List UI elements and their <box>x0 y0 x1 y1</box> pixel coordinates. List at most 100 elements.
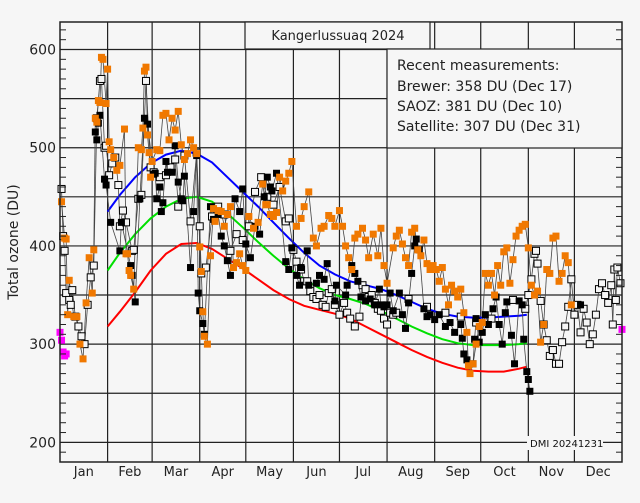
point-brewer <box>246 254 254 262</box>
point-brewer <box>332 281 340 289</box>
point-saoz <box>362 236 370 244</box>
point-brewer <box>431 316 439 324</box>
point-saoz <box>171 126 179 134</box>
point-saoz <box>162 109 170 117</box>
point-brewer <box>412 235 420 243</box>
connector-brewer <box>506 301 512 336</box>
point-saoz <box>441 285 449 293</box>
point-other-magenta <box>62 350 70 358</box>
point-brewer <box>312 279 320 287</box>
point-brewer <box>102 181 110 189</box>
point-saoz <box>487 269 495 277</box>
point-satellite <box>292 257 301 266</box>
point-saoz <box>312 242 320 250</box>
point-brewer <box>91 128 99 136</box>
point-saoz <box>365 254 373 262</box>
point-satellite <box>350 322 359 331</box>
point-brewer <box>398 311 406 319</box>
point-brewer <box>451 328 459 336</box>
point-saoz <box>165 136 173 144</box>
point-saoz <box>515 226 523 234</box>
point-brewer <box>411 242 419 250</box>
connector-saoz <box>494 265 499 296</box>
point-saoz <box>369 230 377 238</box>
connector-satellite <box>196 152 201 227</box>
series-line-climatology-lower <box>106 241 528 373</box>
connector-satellite <box>183 155 191 222</box>
connector-satellite <box>223 214 231 251</box>
point-saoz <box>130 285 138 293</box>
point-brewer <box>435 311 443 319</box>
connector-saoz <box>257 184 264 223</box>
point-brewer <box>316 271 324 279</box>
point-brewer <box>577 301 585 309</box>
point-saoz <box>472 340 480 348</box>
point-saoz <box>432 266 440 273</box>
month-label-mar: Mar <box>164 465 189 480</box>
point-saoz <box>88 289 96 297</box>
connector-brewer <box>162 161 167 203</box>
point-brewer <box>239 185 247 193</box>
point-brewer <box>266 183 274 191</box>
point-saoz <box>497 281 505 289</box>
point-brewer <box>498 340 506 348</box>
point-brewer <box>303 247 311 255</box>
point-saoz <box>417 252 425 260</box>
point-satellite <box>86 273 95 282</box>
connector-brewer <box>105 184 112 223</box>
connector-brewer <box>193 155 198 212</box>
month-label-sep: Sep <box>445 465 470 480</box>
point-saoz <box>564 259 572 267</box>
point-saoz <box>537 338 545 346</box>
point-brewer <box>354 277 362 285</box>
point-brewer <box>489 305 497 313</box>
y-tick-label: 400 <box>29 239 56 255</box>
point-brewer <box>144 120 152 128</box>
point-saoz <box>91 114 99 122</box>
point-brewer <box>180 172 188 180</box>
connector-saoz <box>441 267 446 290</box>
point-brewer <box>236 208 244 216</box>
point-saoz <box>464 362 472 370</box>
point-saoz <box>223 211 231 218</box>
point-brewer <box>371 301 379 309</box>
point-saoz <box>288 157 296 165</box>
connector-saoz <box>165 113 170 140</box>
point-saoz <box>426 266 434 273</box>
point-saoz <box>168 114 176 122</box>
point-satellite <box>118 206 127 215</box>
point-saoz <box>339 222 347 230</box>
point-satellite <box>74 322 83 331</box>
point-saoz <box>249 224 257 232</box>
connector-satellite <box>248 191 256 227</box>
connector-saoz <box>119 129 125 166</box>
point-saoz <box>463 328 471 336</box>
connector-saoz <box>543 269 548 325</box>
point-brewer <box>297 264 305 272</box>
month-label-dec: Dec <box>586 465 611 480</box>
point-saoz <box>190 144 198 152</box>
point-saoz <box>491 291 499 299</box>
point-saoz <box>398 240 406 248</box>
point-saoz <box>96 99 104 107</box>
point-saoz <box>438 264 446 272</box>
point-saoz <box>444 301 452 309</box>
point-saoz <box>73 313 81 321</box>
point-satellite <box>576 328 585 337</box>
point-brewer <box>460 350 468 358</box>
point-satellite <box>542 336 551 345</box>
connector-saoz <box>200 271 204 312</box>
point-brewer <box>220 242 228 250</box>
point-saoz <box>187 136 195 144</box>
point-satellite <box>171 155 180 164</box>
point-saoz <box>335 207 343 215</box>
point-saoz <box>199 308 207 316</box>
point-satellite <box>383 320 392 329</box>
point-brewer <box>162 157 170 165</box>
point-brewer <box>503 298 511 306</box>
point-brewer <box>495 321 503 328</box>
point-satellite <box>105 171 114 180</box>
point-saoz <box>64 311 72 319</box>
connector-saoz <box>91 249 95 294</box>
point-saoz <box>395 226 403 234</box>
